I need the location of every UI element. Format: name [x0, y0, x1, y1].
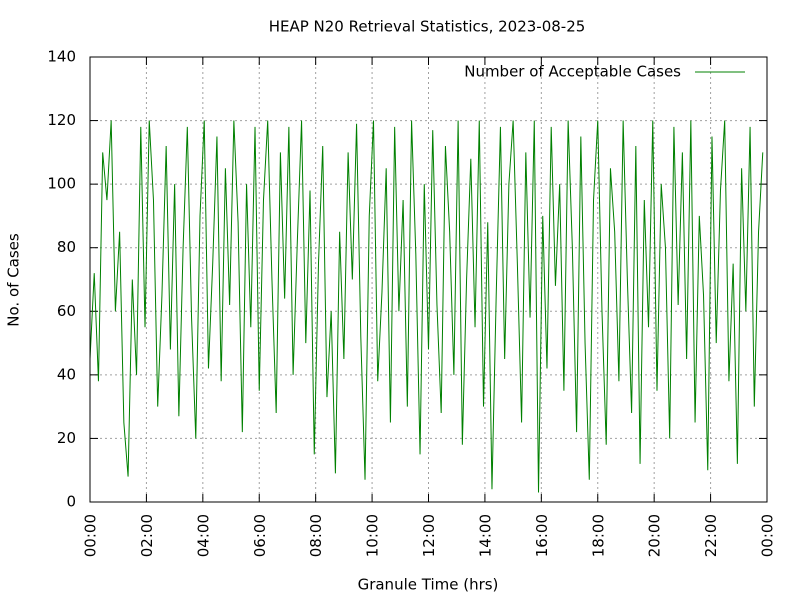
x-tick-label: 10:00: [364, 514, 382, 557]
x-tick-label: 08:00: [307, 514, 325, 557]
x-tick-label: 22:00: [702, 514, 720, 557]
x-axis-label: Granule Time (hrs): [358, 576, 499, 594]
y-tick-label: 40: [57, 365, 76, 383]
x-tick-label: 16:00: [533, 514, 551, 557]
y-tick-label: 20: [57, 429, 76, 447]
x-tick-label: 20:00: [646, 514, 664, 557]
chart-title: HEAP N20 Retrieval Statistics, 2023-08-2…: [269, 18, 586, 36]
x-tick-label: 00:00: [82, 514, 100, 557]
y-tick-label: 0: [66, 493, 76, 511]
x-tick-label: 14:00: [476, 514, 494, 557]
y-tick-label: 60: [57, 302, 76, 320]
x-tick-label: 12:00: [420, 514, 438, 557]
x-tick-label: 06:00: [251, 514, 269, 557]
y-tick-label: 140: [47, 48, 76, 66]
x-tick-label: 02:00: [138, 514, 156, 557]
data-line: [89, 120, 764, 493]
x-tick-label: 18:00: [589, 514, 607, 557]
plot-frame: [89, 56, 768, 503]
y-tick-label: 100: [47, 175, 76, 193]
x-tick-label: 00:00: [759, 514, 777, 557]
y-tick-label: 80: [57, 238, 76, 256]
y-axis-label: No. of Cases: [5, 233, 23, 327]
legend-label: Number of Acceptable Cases: [464, 63, 681, 81]
y-tick-label: 120: [47, 111, 76, 129]
x-tick-label: 04:00: [194, 514, 212, 557]
